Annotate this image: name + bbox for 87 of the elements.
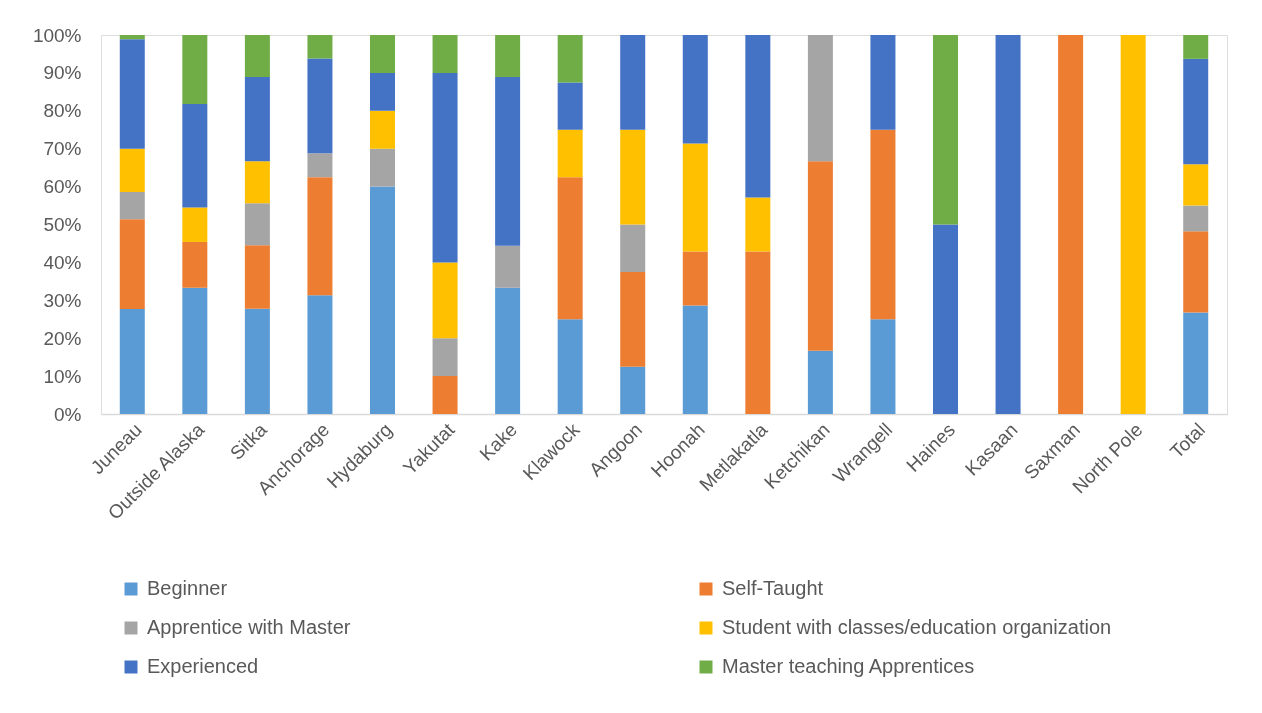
- bar: [807, 350, 833, 414]
- bar: [495, 35, 521, 78]
- bar: [620, 224, 646, 272]
- bar: [620, 271, 646, 367]
- bar: [745, 251, 771, 414]
- bar: [745, 35, 771, 198]
- bar: [995, 35, 1021, 414]
- bar: [432, 338, 458, 377]
- bar: [620, 35, 646, 130]
- bar: [119, 309, 145, 414]
- bar: [432, 376, 458, 414]
- bar: [557, 319, 583, 414]
- bar: [557, 35, 583, 83]
- bar: [119, 39, 145, 149]
- bar: [244, 35, 270, 78]
- y-tick-label: 30%: [43, 289, 82, 311]
- bar: [557, 177, 583, 320]
- bar: [119, 219, 145, 310]
- bar: [119, 35, 145, 40]
- bar: [244, 203, 270, 246]
- bar: [182, 207, 208, 242]
- legend-label: Beginner: [147, 577, 228, 599]
- bar: [307, 35, 333, 59]
- bar: [244, 77, 270, 162]
- bar: [1183, 58, 1209, 165]
- bar: [807, 161, 833, 351]
- bar: [182, 287, 208, 414]
- bar: [370, 72, 395, 111]
- bar: [1183, 231, 1209, 313]
- bar: [1183, 35, 1209, 59]
- bar: [682, 143, 708, 252]
- y-tick-label: 60%: [43, 176, 82, 198]
- bar: [870, 129, 896, 320]
- bar: [933, 224, 958, 414]
- bar: [370, 35, 395, 73]
- bar: [119, 191, 145, 220]
- y-tick-label: 40%: [43, 251, 82, 273]
- bar: [370, 110, 395, 149]
- y-tick-label: 90%: [43, 62, 82, 84]
- bar: [807, 35, 833, 162]
- bar: [1183, 205, 1209, 232]
- bar: [182, 35, 208, 104]
- bar: [244, 308, 270, 414]
- legend-label: Master teaching Apprentices: [722, 655, 975, 677]
- bar: [307, 153, 333, 178]
- bar: [307, 58, 333, 154]
- bar: [870, 319, 896, 414]
- bar: [682, 305, 708, 414]
- bar: [745, 197, 771, 252]
- bar: [307, 295, 333, 414]
- bar: [244, 245, 270, 309]
- y-tick-label: 20%: [43, 327, 82, 349]
- bar: [933, 35, 958, 225]
- bar: [1120, 35, 1146, 414]
- bar: [432, 72, 458, 263]
- bar: [182, 103, 208, 208]
- y-tick-label: 70%: [43, 138, 82, 160]
- bar: [432, 262, 458, 339]
- y-tick-label: 80%: [43, 100, 82, 122]
- bar: [119, 148, 145, 192]
- y-tick-label: 10%: [43, 365, 82, 387]
- bar: [620, 366, 646, 414]
- bar: [307, 177, 333, 296]
- y-tick-label: 50%: [43, 214, 82, 235]
- bar: [1183, 312, 1209, 414]
- bar: [557, 82, 583, 130]
- bar: [432, 35, 458, 73]
- bar: [495, 245, 521, 288]
- legend-label: Apprentice with Master: [147, 616, 351, 638]
- bar: [1183, 164, 1209, 206]
- bar: [1058, 35, 1084, 414]
- bar: [682, 35, 708, 144]
- bar: [620, 129, 646, 225]
- legend-label: Self-Taught: [722, 577, 824, 599]
- bar: [682, 251, 708, 306]
- bar: [557, 129, 583, 178]
- bar: [495, 77, 521, 246]
- bar: [870, 35, 896, 130]
- bar: [495, 287, 521, 414]
- bar: [244, 161, 270, 204]
- y-tick-label: 100%: [32, 24, 82, 46]
- bar: [370, 186, 395, 414]
- bar: [182, 241, 208, 288]
- y-tick-label: 0%: [54, 403, 82, 425]
- legend-label: Student with classes/education organization: [722, 616, 1112, 638]
- legend-label: Experienced: [147, 655, 259, 677]
- bar: [370, 148, 395, 187]
